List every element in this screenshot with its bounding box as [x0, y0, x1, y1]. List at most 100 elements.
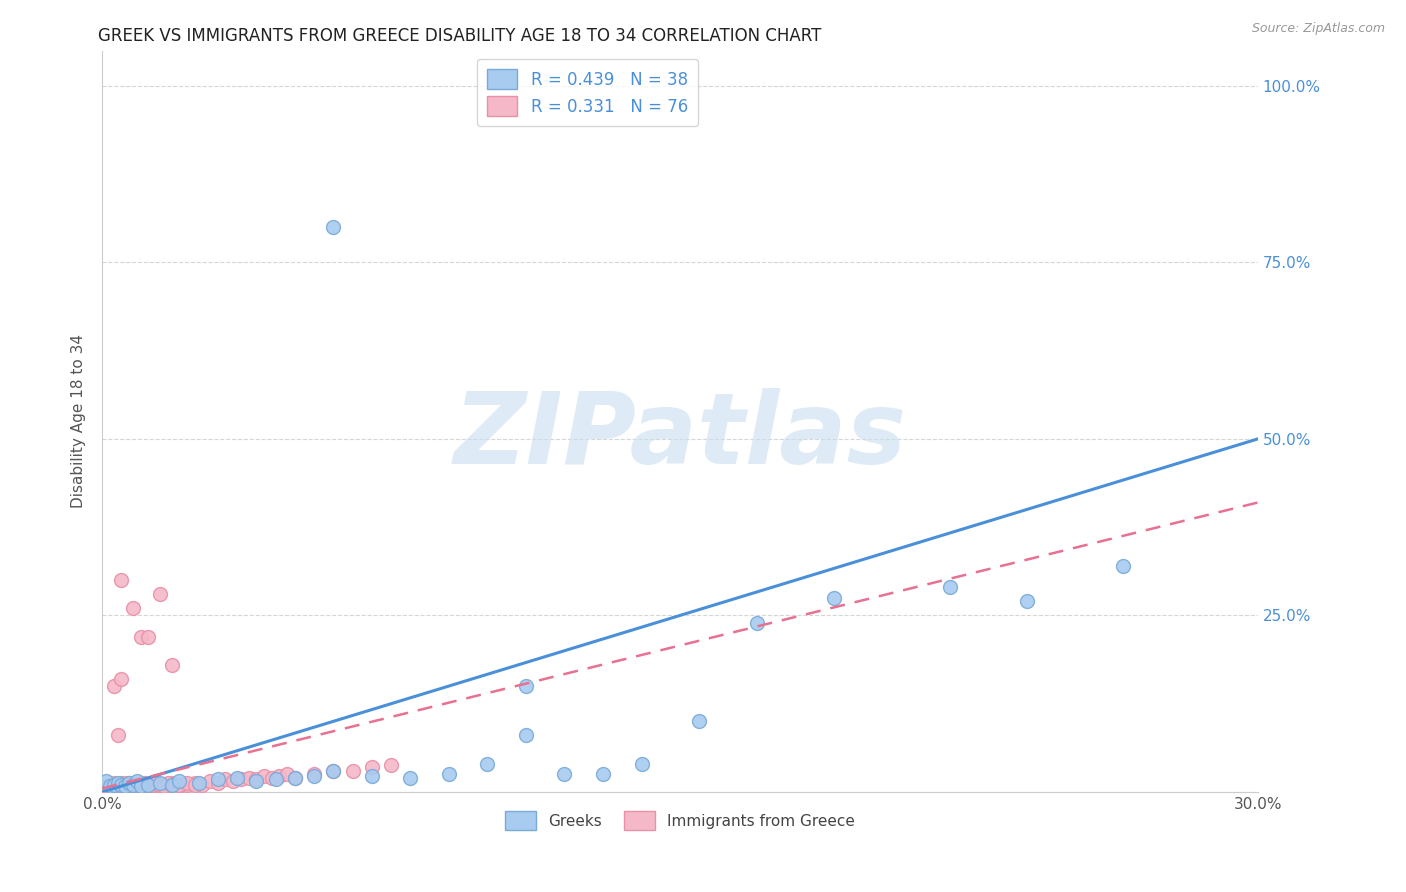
Point	[245, 774, 267, 789]
Point	[134, 776, 156, 790]
Point	[183, 778, 205, 792]
Point	[145, 776, 167, 790]
Point	[107, 776, 129, 790]
Point	[1112, 559, 1135, 574]
Point	[160, 778, 183, 792]
Point	[238, 771, 260, 785]
Point	[118, 778, 141, 792]
Point	[260, 771, 283, 785]
Point	[269, 769, 291, 783]
Point	[276, 767, 298, 781]
Point	[107, 729, 129, 743]
Point	[98, 780, 121, 794]
Point	[515, 729, 537, 743]
Point	[94, 774, 117, 789]
Point	[114, 780, 136, 795]
Point	[187, 776, 209, 790]
Point	[515, 679, 537, 693]
Point	[98, 778, 121, 792]
Point	[134, 780, 156, 794]
Point	[176, 776, 198, 790]
Point	[145, 776, 167, 790]
Point	[103, 679, 125, 693]
Point	[129, 780, 152, 794]
Point	[167, 780, 190, 794]
Point	[149, 778, 172, 792]
Point	[125, 780, 148, 795]
Point	[129, 778, 152, 792]
Point	[134, 778, 156, 792]
Point	[322, 764, 344, 778]
Point	[118, 776, 141, 790]
Point	[1015, 594, 1038, 608]
Point	[688, 714, 710, 729]
Point	[94, 780, 117, 794]
Legend: Greeks, Immigrants from Greece: Greeks, Immigrants from Greece	[499, 805, 862, 836]
Point	[110, 573, 132, 587]
Point	[380, 758, 402, 772]
Point	[110, 778, 132, 792]
Point	[302, 769, 325, 783]
Point	[592, 767, 614, 781]
Point	[176, 778, 198, 792]
Point	[823, 591, 845, 605]
Point	[167, 774, 190, 789]
Point	[167, 778, 190, 792]
Point	[149, 776, 172, 790]
Point	[149, 587, 172, 601]
Point	[122, 780, 145, 794]
Point	[114, 776, 136, 790]
Point	[138, 778, 160, 792]
Point	[198, 774, 221, 789]
Point	[183, 776, 205, 790]
Point	[207, 776, 229, 790]
Y-axis label: Disability Age 18 to 34: Disability Age 18 to 34	[72, 334, 86, 508]
Point	[125, 778, 148, 792]
Point	[399, 771, 422, 785]
Point	[156, 776, 179, 790]
Point	[553, 767, 575, 781]
Point	[245, 772, 267, 787]
Point	[141, 778, 163, 792]
Point	[122, 778, 145, 792]
Point	[107, 778, 129, 792]
Point	[110, 672, 132, 686]
Point	[138, 778, 160, 792]
Point	[114, 780, 136, 794]
Point	[138, 780, 160, 794]
Point	[360, 769, 382, 783]
Point	[149, 778, 172, 792]
Point	[322, 220, 344, 235]
Point	[207, 772, 229, 787]
Point	[118, 780, 141, 794]
Point	[229, 772, 252, 787]
Point	[122, 601, 145, 615]
Point	[360, 760, 382, 774]
Point	[122, 778, 145, 792]
Point	[745, 615, 768, 630]
Point	[226, 771, 249, 785]
Point	[118, 776, 141, 790]
Point	[160, 776, 183, 790]
Point	[938, 580, 960, 594]
Point	[264, 772, 287, 787]
Point	[322, 764, 344, 778]
Point	[125, 780, 148, 794]
Point	[125, 774, 148, 789]
Point	[153, 780, 176, 794]
Point	[165, 780, 187, 794]
Point	[284, 771, 307, 785]
Text: Source: ZipAtlas.com: Source: ZipAtlas.com	[1251, 22, 1385, 36]
Point	[103, 778, 125, 792]
Point	[222, 774, 245, 789]
Text: GREEK VS IMMIGRANTS FROM GREECE DISABILITY AGE 18 TO 34 CORRELATION CHART: GREEK VS IMMIGRANTS FROM GREECE DISABILI…	[98, 27, 821, 45]
Point	[156, 778, 179, 792]
Point	[141, 780, 163, 794]
Point	[284, 771, 307, 785]
Point	[253, 769, 276, 783]
Point	[103, 776, 125, 790]
Point	[103, 780, 125, 794]
Text: ZIPatlas: ZIPatlas	[454, 388, 907, 484]
Point	[107, 780, 129, 795]
Point	[129, 776, 152, 790]
